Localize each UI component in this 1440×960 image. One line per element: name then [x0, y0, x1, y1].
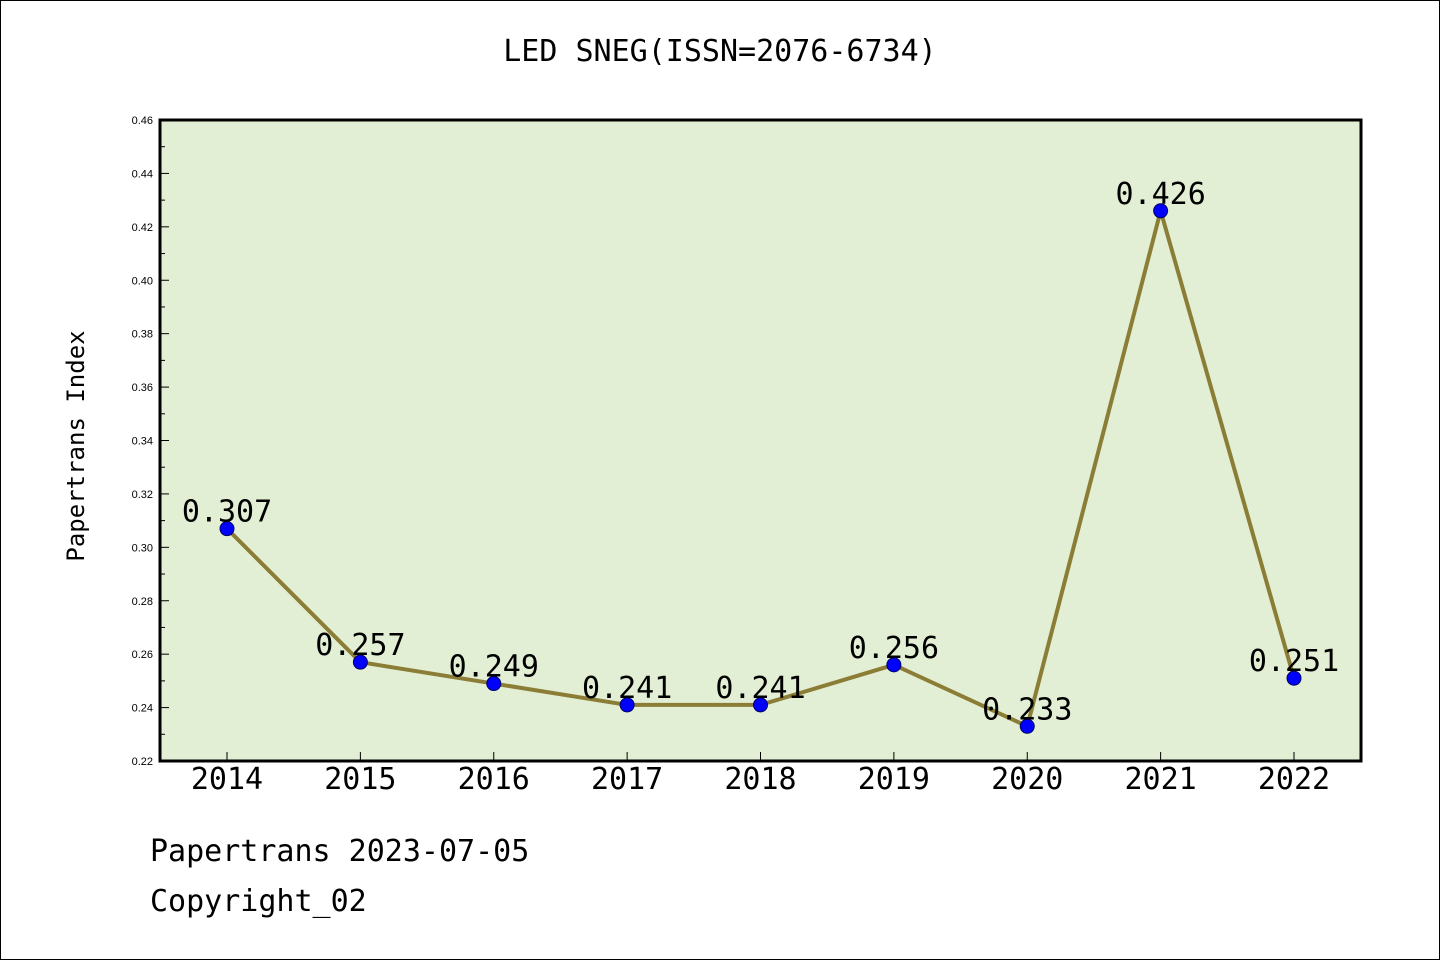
x-tick-label: 2018 [724, 762, 796, 797]
data-label: 0.307 [182, 495, 272, 530]
x-tick-label: 2017 [591, 762, 663, 797]
plot-border [158, 118, 1363, 763]
data-label: 0.241 [715, 671, 805, 706]
x-tick-label: 2020 [991, 762, 1063, 797]
data-point [1153, 203, 1169, 219]
y-tick-label: 0.30 [132, 542, 153, 554]
footer-date: Papertrans 2023-07-05 [150, 834, 530, 869]
y-tick-label: 0.38 [132, 329, 153, 341]
x-axis: 2014 2015 2016 2017 2018 2019 2020 2021 2022 [191, 752, 1330, 797]
x-tick-label: 2015 [324, 762, 396, 797]
x-tick-label: 2016 [458, 762, 530, 797]
y-tick-label: 0.22 [132, 756, 153, 768]
x-tick-label: 2022 [1258, 762, 1330, 797]
y-tick-label: 0.42 [132, 222, 153, 234]
data-label: 0.251 [1249, 644, 1339, 679]
y-tick-label: 0.28 [132, 596, 153, 608]
y-tick-label: 0.34 [132, 436, 153, 448]
data-label: 0.256 [849, 631, 939, 666]
y-tick-label: 0.32 [132, 489, 153, 501]
y-tick-label: 0.44 [132, 168, 153, 180]
data-point [352, 654, 368, 670]
data-point [1286, 670, 1302, 686]
data-point [219, 521, 235, 537]
x-tick-label: 2019 [858, 762, 930, 797]
y-tick-label: 0.36 [132, 382, 153, 394]
y-tick-label: 0.26 [132, 649, 153, 661]
data-point [1019, 718, 1035, 734]
y-tick-label: 0.40 [132, 275, 153, 287]
data-label: 0.426 [1115, 177, 1205, 212]
data-label: 0.241 [582, 671, 672, 706]
x-tick-label: 2021 [1125, 762, 1197, 797]
data-label: 0.233 [982, 692, 1072, 727]
y-axis: 0.22 0.24 0.26 0.28 0.30 0.32 0.34 0.36 0.38 0.40… [132, 115, 169, 768]
data-point [619, 697, 635, 713]
y-tick-label: 0.46 [132, 115, 153, 127]
data-markers [219, 203, 1302, 734]
y-tick-label: 0.24 [132, 703, 153, 715]
data-label: 0.257 [315, 628, 405, 663]
x-tick-label: 2014 [191, 762, 263, 797]
chart-title: LED SNEG(ISSN=2076-6734) [503, 34, 937, 69]
data-point [753, 697, 768, 713]
plot-area [160, 120, 1361, 761]
data-labels: 0.307 0.257 0.249 0.241 0.241 0.256 0.233 0.426… [182, 177, 1339, 727]
data-point [886, 657, 902, 673]
data-point [486, 676, 502, 692]
footer-copyright: Copyright_02 [150, 884, 367, 919]
data-label: 0.249 [449, 650, 539, 685]
